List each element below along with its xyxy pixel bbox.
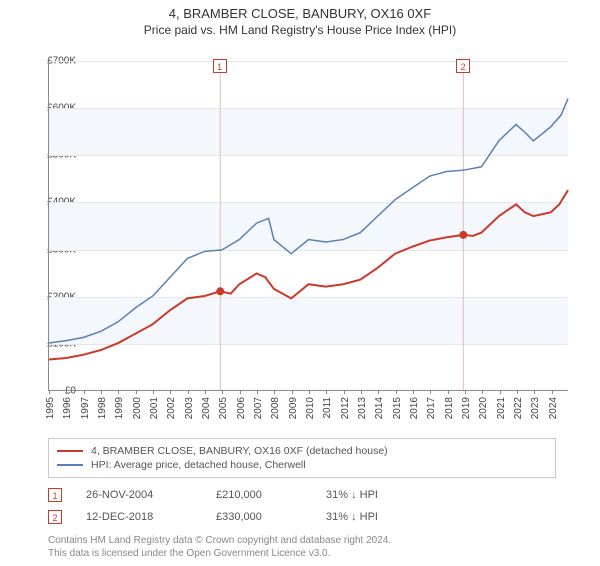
x-tick-label: 2018 <box>444 397 455 419</box>
x-tick-label: 2002 <box>166 397 177 419</box>
legend: 4, BRAMBER CLOSE, BANBURY, OX16 0XF (det… <box>48 438 556 478</box>
transaction-marker: 1 <box>48 488 62 502</box>
x-tick-label: 2010 <box>305 397 316 419</box>
x-tick-label: 2020 <box>478 397 489 419</box>
attribution-line: Contains HM Land Registry data © Crown c… <box>48 534 391 547</box>
transaction-dot <box>216 287 224 295</box>
transaction-dot <box>459 231 467 239</box>
table-row: 2 12-DEC-2018 £330,000 31% ↓ HPI <box>48 506 446 528</box>
transactions-table: 1 26-NOV-2004 £210,000 31% ↓ HPI 2 12-DE… <box>48 484 446 528</box>
legend-item: HPI: Average price, detached house, Cher… <box>57 459 547 471</box>
legend-item: 4, BRAMBER CLOSE, BANBURY, OX16 0XF (det… <box>57 445 547 457</box>
x-tick-label: 1997 <box>80 397 91 419</box>
x-tick-label: 2019 <box>461 397 472 419</box>
x-tick-label: 1998 <box>97 397 108 419</box>
transaction-pct: 31% ↓ HPI <box>326 489 446 501</box>
transaction-marker-label: 1 <box>213 59 227 73</box>
transaction-marker: 2 <box>48 510 62 524</box>
transaction-price: £330,000 <box>216 511 326 523</box>
legend-label: HPI: Average price, detached house, Cher… <box>91 459 306 471</box>
x-tick-label: 1996 <box>62 397 73 419</box>
x-tick-label: 2021 <box>496 397 507 419</box>
x-tick-label: 2024 <box>548 397 559 419</box>
x-tick-label: 2008 <box>270 397 281 419</box>
x-tick-label: 2014 <box>374 397 385 419</box>
x-tick-label: 2011 <box>322 397 333 419</box>
x-tick-label: 2023 <box>530 397 541 419</box>
x-tick-label: 1999 <box>114 397 125 419</box>
x-tick-label: 2000 <box>132 397 143 419</box>
x-tick-label: 2016 <box>409 397 420 419</box>
x-tick-label: 2012 <box>340 397 351 419</box>
transaction-marker-label: 2 <box>456 59 470 73</box>
x-tick-label: 2003 <box>184 397 195 419</box>
attribution: Contains HM Land Registry data © Crown c… <box>48 534 391 560</box>
x-tick-label: 2022 <box>513 397 524 419</box>
x-tick-label: 2005 <box>218 397 229 419</box>
x-tick-label: 1995 <box>45 397 56 419</box>
legend-label: 4, BRAMBER CLOSE, BANBURY, OX16 0XF (det… <box>91 445 388 457</box>
x-tick-label: 2015 <box>392 397 403 419</box>
series-line <box>49 190 568 359</box>
plot-area <box>48 61 568 391</box>
chart-lines <box>49 61 568 390</box>
table-row: 1 26-NOV-2004 £210,000 31% ↓ HPI <box>48 484 446 506</box>
x-tick-label: 2004 <box>201 397 212 419</box>
chart-title: 4, BRAMBER CLOSE, BANBURY, OX16 0XF <box>0 6 600 21</box>
x-tick-label: 2017 <box>426 397 437 419</box>
transaction-date: 12-DEC-2018 <box>86 511 216 523</box>
transaction-pct: 31% ↓ HPI <box>326 511 446 523</box>
chart-subtitle: Price paid vs. HM Land Registry's House … <box>0 23 600 37</box>
legend-swatch <box>57 464 83 466</box>
series-line <box>49 99 568 343</box>
transaction-date: 26-NOV-2004 <box>86 489 216 501</box>
x-tick-label: 2009 <box>288 397 299 419</box>
x-tick-label: 2006 <box>236 397 247 419</box>
x-tick-label: 2007 <box>253 397 264 419</box>
x-tick-label: 2001 <box>149 397 160 419</box>
transaction-price: £210,000 <box>216 489 326 501</box>
x-tick-label: 2013 <box>357 397 368 419</box>
attribution-line: This data is licensed under the Open Gov… <box>48 547 391 560</box>
legend-swatch <box>57 450 83 452</box>
